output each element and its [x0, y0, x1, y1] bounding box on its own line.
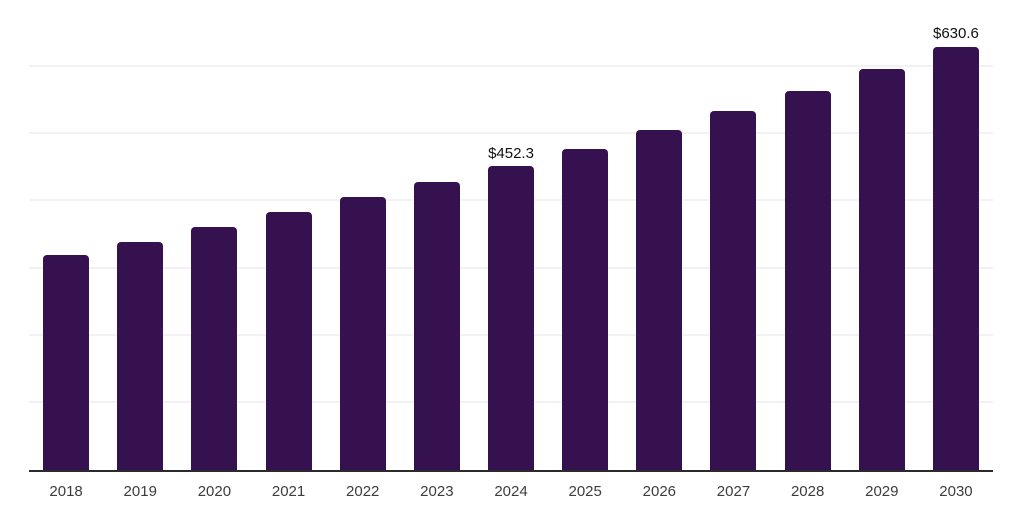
bar: [43, 254, 90, 470]
x-tick-label: 2029: [865, 483, 899, 500]
x-tick-label: 2027: [716, 483, 751, 500]
x-tick-label: 2025: [568, 483, 602, 500]
x-tick-label: 2019: [123, 483, 157, 500]
bar: [339, 197, 386, 470]
x-tick-label: 2021: [271, 483, 306, 500]
bars-container: 2018 2019 2020 2021 2022 2023 $452.3 2024 2025 20…: [29, 0, 993, 500]
bar: [265, 211, 312, 470]
bar: [932, 46, 979, 470]
bar-column: 2026: [622, 0, 696, 500]
bar: [191, 227, 238, 470]
x-tick-label: 2023: [420, 483, 454, 500]
plot-area: 2018 2019 2020 2021 2022 2023 $452.3 2024 2025 20…: [29, 0, 993, 500]
bar: [858, 69, 905, 470]
bar-value-label: $630.6: [933, 25, 979, 43]
bar-column: 2028: [771, 0, 845, 500]
x-tick-label: 2018: [49, 483, 83, 500]
bar-column: $630.6 2030: [919, 0, 993, 500]
bar: [710, 111, 757, 470]
bar-column: 2020: [177, 0, 251, 500]
bar-column: 2021: [251, 0, 325, 500]
gridline: [29, 65, 993, 68]
bar-value-label: $452.3: [488, 144, 534, 162]
bar: [784, 91, 831, 470]
bar: [488, 166, 535, 470]
bar-column: 2018: [29, 0, 103, 500]
bar-column: 2019: [103, 0, 177, 500]
gridline: [29, 132, 993, 135]
bar-column: 2025: [548, 0, 622, 500]
x-tick-label: 2030: [939, 483, 973, 500]
bar: [636, 129, 683, 470]
x-tick-label: 2020: [197, 483, 232, 500]
bar: [562, 149, 609, 470]
x-tick-label: 2028: [790, 483, 825, 500]
bar-column: 2023: [400, 0, 474, 500]
bar-column: 2027: [696, 0, 770, 500]
bar-column: $452.3 2024: [474, 0, 548, 500]
bar: [413, 181, 460, 470]
x-tick-label: 2022: [346, 483, 380, 500]
x-tick-label: 2026: [642, 483, 677, 500]
bar-column: 2029: [845, 0, 919, 500]
bar: [117, 241, 164, 470]
x-tick-label: 2024: [494, 483, 528, 500]
bar-column: 2022: [326, 0, 400, 500]
